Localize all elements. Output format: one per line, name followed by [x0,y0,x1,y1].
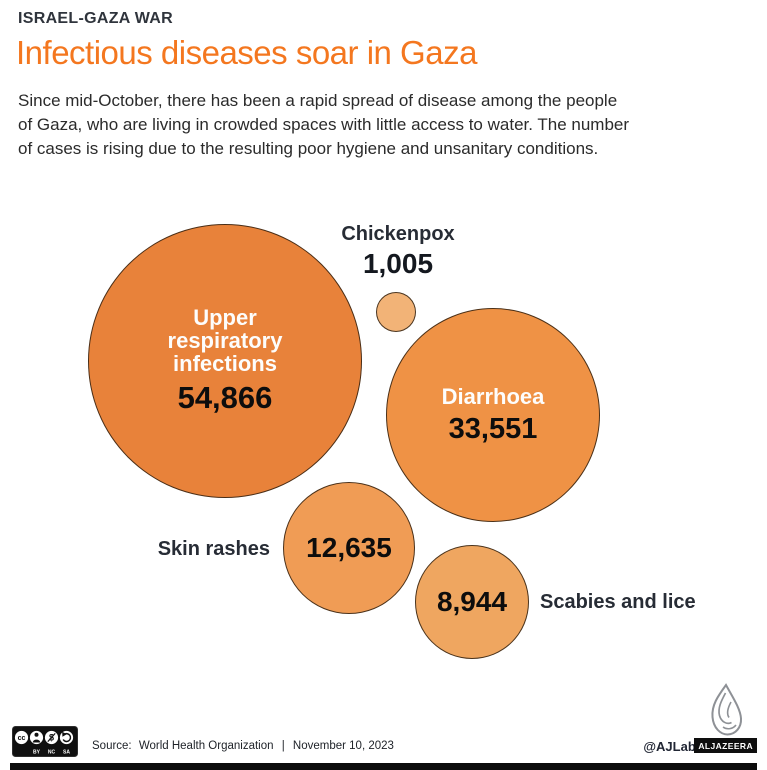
description: Since mid-October, there has been a rapi… [18,89,629,161]
cc-caption-nc: NC [48,750,56,756]
bubble-chickenpox [376,292,416,332]
cc-icon [14,730,29,745]
sa-arrow-head [62,731,67,737]
bubble-label: Diarrhoea [441,383,545,409]
bubble-skin-rashes: 12,635 [283,482,415,614]
source-name: World Health Organization [138,740,274,752]
bubble-scabies-lice: 8,944 [415,545,529,659]
cc-caption-by: BY [33,750,41,756]
bubble-upper-respiratory: Upper respiratory infections 54,866 [88,224,362,498]
cc-icon-label: cc [18,735,26,742]
source-separator: | [281,740,285,752]
bubble-value: 33,551 [448,412,538,445]
bubble-label: Chickenpox [341,223,455,245]
aljazeera-flame-logo-icon [704,683,748,742]
creative-commons-badge: cc $ BY NC SA [12,726,78,762]
kicker: ISRAEL-GAZA WAR [18,10,174,27]
flame-curl-2 [726,701,732,718]
aljazeera-wordmark: ALJAZEERA [694,738,757,753]
sa-arrow-arc [62,732,72,743]
bubble-value: 1,005 [362,248,434,279]
source-line: Source: World Health Organization | Nove… [92,740,394,752]
by-person-icon [29,730,44,745]
description-line: of cases is rising due to the resulting … [18,139,599,158]
flame-curl-3 [722,724,737,730]
label-chickenpox: Chickenpox 1,005 [316,223,480,280]
ajlabs-credit: @AJLabs [643,739,703,754]
page-title: Infectious diseases soar in Gaza [16,34,477,71]
source-label: Source: [92,740,132,752]
cc-caption-sa: SA [63,750,70,756]
bubble-diarrhoea: Diarrhoea 33,551 [386,308,600,522]
bubble-value: 54,866 [177,380,273,415]
bubble-label: Upper respiratory infections [167,305,283,376]
by-person-head [34,732,39,737]
bottom-bar [10,763,757,770]
source-date: November 10, 2023 [292,740,394,752]
bubble-value: 8,944 [436,586,508,617]
flame-curl-1 [718,692,732,725]
nc-slash [47,732,56,743]
flame-outline [711,683,743,736]
label-scabies-lice: Scabies and lice [540,591,696,613]
label-skin-rashes: Skin rashes [157,538,270,560]
bubble-value: 12,635 [306,532,392,563]
description-line: of Gaza, who are living in crowded space… [18,115,630,134]
by-person-body [32,739,41,743]
description-line: Since mid-October, there has been a rapi… [18,91,618,110]
